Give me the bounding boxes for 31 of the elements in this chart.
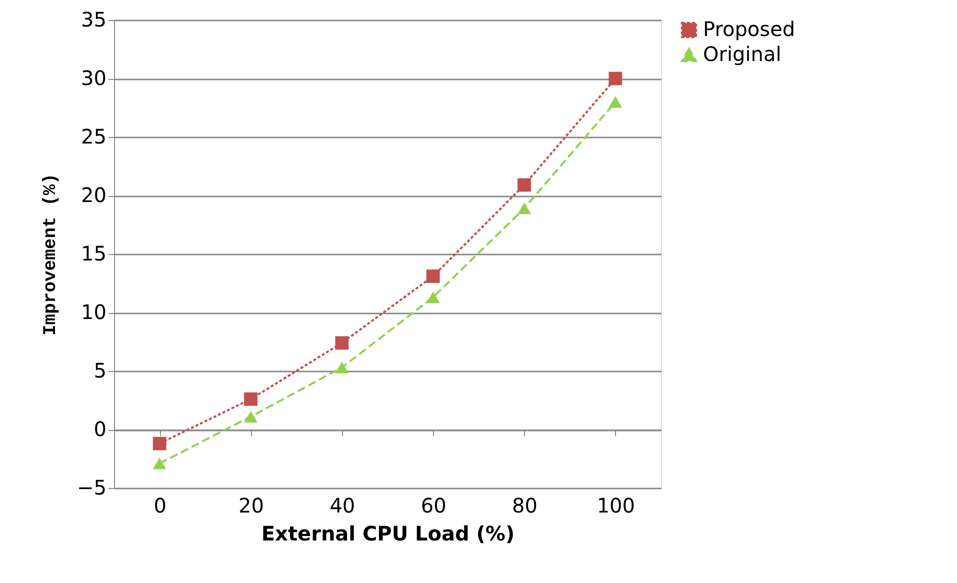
point [608, 72, 622, 86]
x-tick-label: 0 [154, 494, 166, 518]
y-tick-label: 20 [81, 183, 106, 207]
point [244, 392, 258, 406]
legend-label: Original [703, 42, 782, 66]
point [152, 436, 166, 450]
y-tick-label: 15 [81, 242, 106, 266]
y-tick-label: 30 [81, 66, 106, 90]
point [518, 178, 531, 192]
y-tick-label: −5 [77, 476, 106, 500]
y-tick-label: 0 [94, 417, 106, 441]
point [608, 96, 622, 108]
point [244, 410, 258, 422]
x-axis-title: External CPU Load (%) [261, 522, 515, 546]
y-tick-label: 25 [81, 124, 106, 148]
x-tick-label: 60 [420, 494, 446, 518]
y-tick-label: 5 [94, 358, 106, 382]
x-tick-label: 100 [596, 494, 636, 518]
x-tick-label: 40 [330, 494, 356, 518]
y-tick-label: 10 [81, 300, 106, 324]
y-tick-label: 35 [81, 8, 106, 32]
point [426, 270, 440, 283]
point [152, 458, 166, 470]
point [335, 362, 349, 374]
point [426, 291, 440, 304]
x-tick-label: 20 [238, 494, 264, 518]
x-tick-label: 80 [512, 494, 538, 518]
point [518, 202, 531, 214]
legend-label: Proposed [703, 17, 796, 41]
point [335, 336, 349, 350]
y-axis-title: Improvement (%) [41, 173, 62, 336]
